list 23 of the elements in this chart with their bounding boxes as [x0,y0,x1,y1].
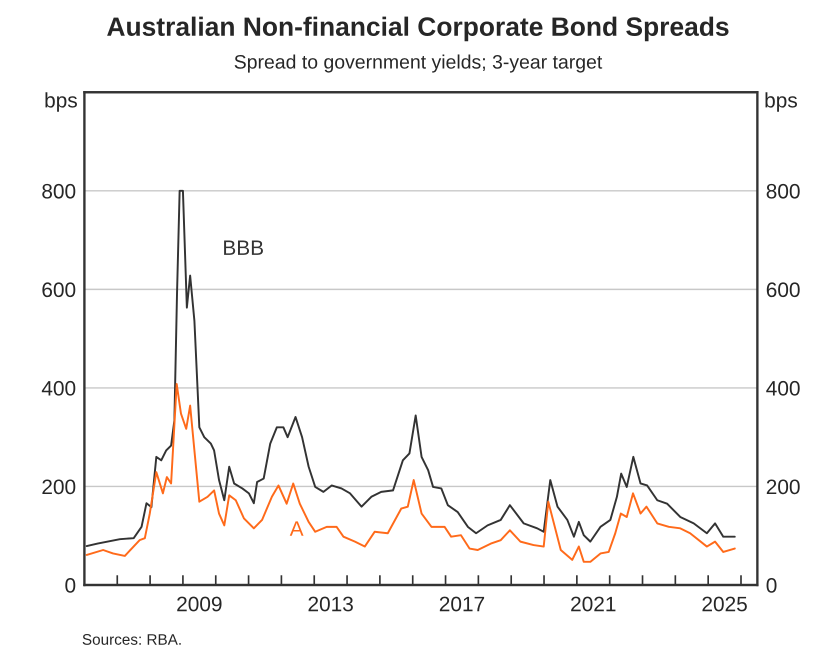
chart-subtitle: Spread to government yields; 3-year target [234,54,602,73]
series-label: BBB [224,240,263,255]
y-axis-title: bps [45,92,77,112]
line-series [86,382,736,563]
x-tick-label: 2017 [440,596,484,612]
chart-title: Australian Non-financial Corporate Bond Spreads [107,16,729,42]
y-tick-label: 800 [42,184,76,199]
y2-tick-label: 800 [766,184,800,199]
x-tick-label: 2025 [702,596,747,612]
y-tick-label: 600 [42,282,76,298]
y2-tick-label: 0 [766,578,777,593]
y2-tick-label: 600 [766,282,800,298]
x-tick-label: 2009 [177,596,222,612]
series-label: A [290,521,304,536]
x-tick-label: 2013 [308,596,353,612]
y-tick-label: 200 [42,479,76,494]
y-tick-label: 400 [42,380,76,396]
source-note: Sources: RBA. [82,634,181,645]
x-tick-label: 2021 [571,596,616,612]
y2-axis-title: bps [765,92,797,112]
y-tick-label: 0 [65,578,76,593]
y2-tick-label: 400 [766,380,800,396]
y2-tick-label: 200 [766,479,800,494]
